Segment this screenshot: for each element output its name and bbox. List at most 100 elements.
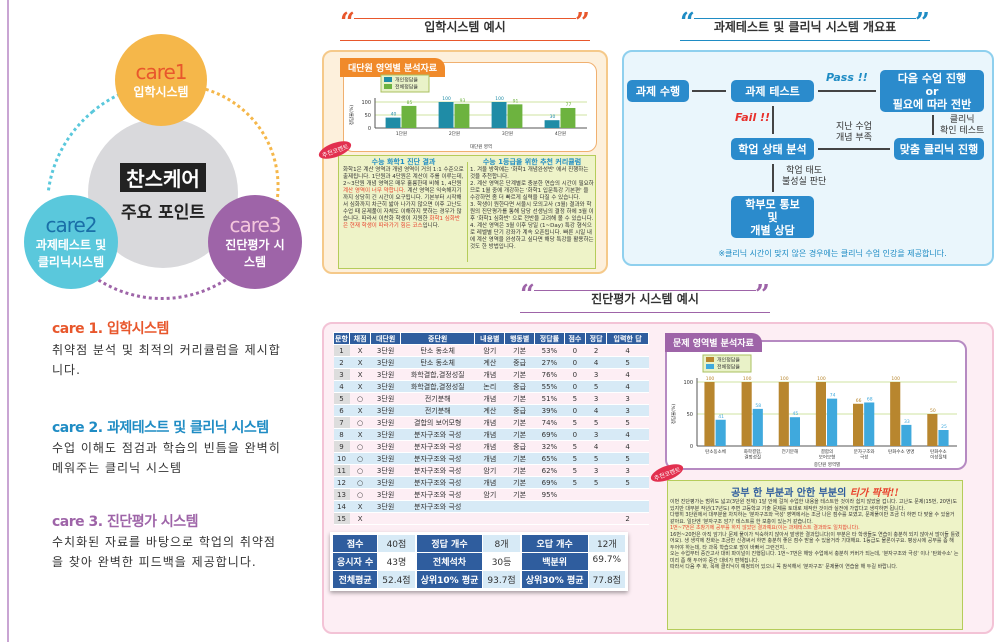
table-cell: 4 bbox=[585, 356, 607, 369]
legend-swatch bbox=[384, 84, 392, 89]
score-label: 백분위 bbox=[521, 553, 588, 570]
table-cell: 95% bbox=[534, 488, 565, 501]
table-cell: 2 bbox=[606, 512, 649, 525]
table-cell bbox=[474, 500, 505, 513]
y-tick-label: 0 bbox=[690, 444, 693, 450]
table-cell: 3단원 bbox=[370, 428, 401, 441]
table-cell: 5 bbox=[564, 440, 586, 453]
quote-close-icon: ” bbox=[755, 280, 770, 310]
table-cell: ○ bbox=[349, 452, 371, 465]
bar bbox=[789, 417, 800, 446]
table-cell: 중급 bbox=[504, 404, 535, 417]
curriculum-item: 3. 학생이 원한다면 서울시 모의고사 (3월) 결과와 학원의 진단평가를 … bbox=[470, 202, 594, 222]
bar bbox=[815, 382, 826, 446]
table-cell: 3단원 bbox=[370, 476, 401, 489]
table-cell: 1 bbox=[333, 344, 350, 357]
score-summary-card: 점수 40점 응시자 수 43명 전체평균 52.4점 정답 개수 8개 전체석차 30등 상위10… bbox=[330, 532, 629, 591]
table-cell: 개념 bbox=[474, 452, 505, 465]
table-cell: 3단원 bbox=[370, 464, 401, 477]
bar bbox=[491, 102, 507, 128]
diagnostic-bar-chart: 0 50 100 100 41 탄소동소체 100 58 화학결합, 결정성질 100 45 전기분해 1… bbox=[670, 354, 957, 468]
table-cell bbox=[585, 500, 607, 513]
bar bbox=[853, 403, 864, 446]
data-label: 45 bbox=[793, 411, 799, 417]
center-subtitle: 주요 포인트 bbox=[120, 203, 206, 223]
table-cell: 3단원 bbox=[370, 356, 401, 369]
comment-paragraph: 다행히 3단원에서 대부분을 차지하는 '분자구조와 극성' 영역에서는 조금 … bbox=[670, 512, 955, 525]
table-cell: 중급 bbox=[504, 380, 535, 393]
score-value: 43명 bbox=[378, 553, 415, 570]
x-tick-label-line: 분자구조와 bbox=[854, 448, 875, 455]
flow-box-task: 과제 수행 bbox=[627, 80, 689, 102]
table-cell: 분자구조와 극성 bbox=[400, 440, 475, 453]
column-header: 정답률 bbox=[534, 332, 565, 345]
table-cell: 3 bbox=[606, 404, 649, 417]
table-cell: 62% bbox=[534, 464, 565, 477]
table-cell: 53% bbox=[534, 344, 565, 357]
section-title-diagnostic-text: 진단평가 시스템 예시 bbox=[591, 292, 699, 306]
score-label: 상위30% 평균 bbox=[521, 571, 588, 588]
y-axis-label: 정답율(%) bbox=[670, 404, 677, 424]
x-axis-label: 대단원 영역 bbox=[470, 143, 492, 150]
section-title-admission-text: 입학시스템 예시 bbox=[424, 20, 506, 34]
care2-name: 과제테스트 및 클리닉시스템 bbox=[35, 238, 107, 269]
arrow-down-icon bbox=[772, 106, 774, 134]
table-cell: 결합의 보어모형 bbox=[400, 416, 475, 429]
table-cell: 분자구조와 극성 bbox=[400, 428, 475, 441]
pass-label: Pass !! bbox=[826, 71, 868, 84]
score-value: 8개 bbox=[483, 535, 520, 552]
x-tick-label-line: 보어모형 bbox=[819, 454, 836, 461]
curriculum-item: 2. 계산 영역은 단계별로 충분한 연습의 시간이 필요하므로 1월 중에 개… bbox=[470, 181, 594, 201]
score-column: 정답 개수 8개 전체석차 30등 상위10% 평균 93.7점 bbox=[416, 535, 520, 588]
legend-label: 전체정답율 bbox=[395, 84, 418, 91]
bar bbox=[827, 398, 838, 446]
score-value: 52.4점 bbox=[378, 571, 415, 588]
admission-left-title: 수능 화학1 진단 결과 bbox=[371, 158, 436, 166]
table-cell: 개념 bbox=[474, 440, 505, 453]
score-value: 77.8점 bbox=[588, 571, 626, 588]
column-header: 중단원 bbox=[399, 332, 476, 345]
legend-label: 개인정답율 bbox=[717, 357, 740, 364]
table-cell: 14 bbox=[333, 500, 350, 513]
table-cell: 기본 bbox=[504, 344, 535, 357]
diagnostic-chart-tab: 문제 영역별 분석자료 bbox=[665, 333, 762, 352]
table-row: 11 ○ 3단원 분자구조와 극성 암기 기본 62% 5 3 3 bbox=[333, 464, 649, 477]
score-label: 점수 bbox=[333, 535, 378, 552]
x-tick-label: 4단원 bbox=[555, 130, 566, 137]
headline-text: 공부 한 부분과 안한 부분의 bbox=[731, 488, 850, 499]
x-tick-label: 3단원 bbox=[502, 130, 513, 137]
data-label: 91 bbox=[513, 98, 519, 104]
care3-name: 진단평가 시스템 bbox=[225, 238, 285, 269]
admission-right-title: 수능 1등급을 위한 추천 커리큘럼 bbox=[482, 158, 582, 166]
care3-body: 수치화된 자료를 바탕으로 학업의 취약점을 찾아 완벽한 피드백을 제공합니다… bbox=[52, 535, 276, 569]
table-cell: ○ bbox=[349, 488, 371, 501]
score-value: 69.7% bbox=[588, 553, 626, 570]
headline-red: 티가 팍팍!! bbox=[849, 488, 899, 499]
bar bbox=[741, 382, 752, 446]
x-tick-label-line: 화학결합, bbox=[744, 448, 762, 455]
legend-swatch bbox=[706, 364, 714, 369]
bar bbox=[901, 424, 912, 446]
table-cell: 4 bbox=[585, 404, 607, 417]
center-title: 찬스케어 bbox=[120, 163, 206, 192]
care1-circle: care1 입학시스템 bbox=[115, 34, 207, 126]
table-cell: 15 bbox=[333, 512, 350, 525]
admission-col-divider bbox=[467, 162, 468, 262]
table-cell: 69% bbox=[534, 428, 565, 441]
admission-left-text: 화학1은 계산 영역과 개념 영역이 거의 1:1 수준으로 출제됩니다. 1단… bbox=[343, 167, 464, 187]
table-cell: 3 bbox=[606, 464, 649, 477]
table-cell: 27% bbox=[534, 356, 565, 369]
table-cell bbox=[606, 500, 649, 513]
table-cell: ○ bbox=[349, 392, 371, 405]
table-cell: 분자구조와 극성 bbox=[400, 476, 475, 489]
table-cell: 3단원 bbox=[370, 488, 401, 501]
arrow-right-icon bbox=[692, 90, 726, 92]
table-cell: 0 bbox=[564, 356, 586, 369]
diagnostic-comment-box bbox=[667, 480, 963, 630]
table-cell: 6 bbox=[333, 404, 350, 417]
table-cell: 10 bbox=[333, 452, 350, 465]
arrow-down-icon bbox=[772, 164, 774, 192]
table-row: 5 ○ 3단원 전기분해 개념 기본 51% 5 3 3 bbox=[333, 392, 649, 405]
table-cell: 3단원 bbox=[370, 500, 401, 513]
care2-heading: care 2. 과제테스트 및 클리닉 시스템 bbox=[52, 420, 269, 436]
